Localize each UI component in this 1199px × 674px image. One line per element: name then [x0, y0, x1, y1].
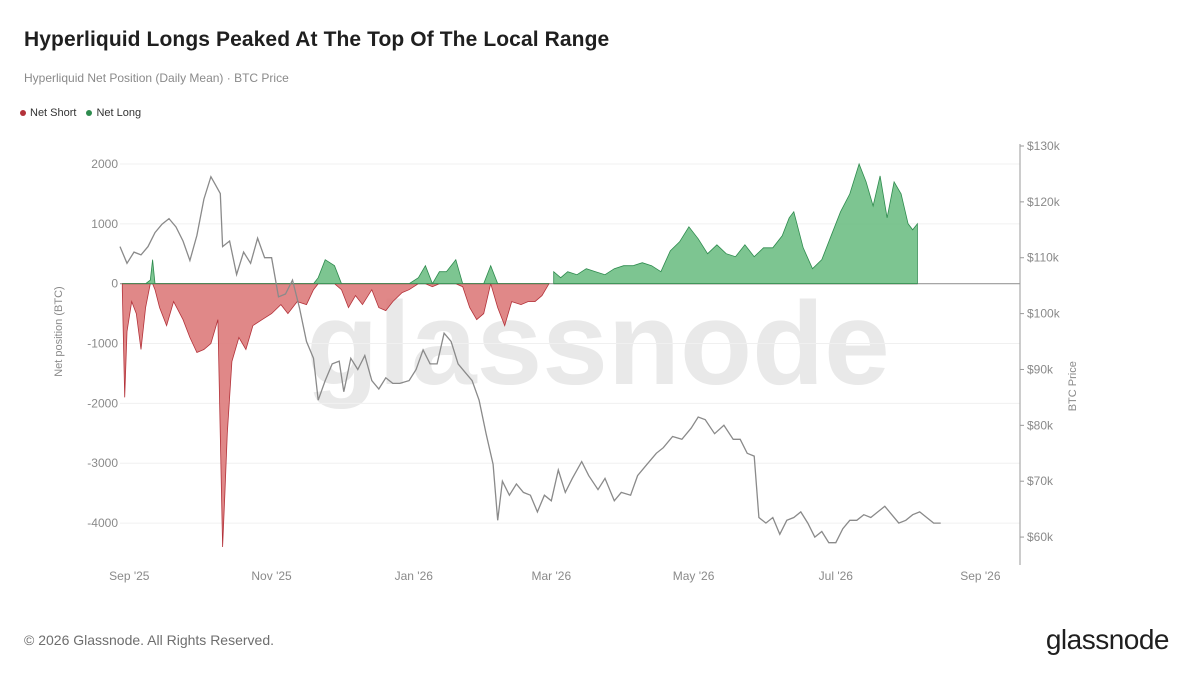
- y-right-tick-label: $90k: [1027, 362, 1054, 376]
- legend-item-net-long[interactable]: Net Long: [86, 107, 141, 119]
- legend-item-net-short[interactable]: Net Short: [20, 107, 76, 119]
- net-long-dot-icon: [86, 110, 93, 116]
- legend-label-net-long: Net Long: [96, 107, 142, 119]
- y-right-tick-label: $80k: [1027, 418, 1054, 432]
- glassnode-logo: glassnode: [1045, 624, 1170, 655]
- chart-subtitle: Hyperliquid Net Position (Daily Mean) · …: [24, 71, 289, 85]
- x-tick-label: May '26: [673, 569, 715, 583]
- btc-price-path: [119, 175, 941, 544]
- y-right-tick-label: $70k: [1027, 474, 1054, 488]
- net-position-areas: [121, 162, 918, 548]
- area-negative-0: [121, 282, 550, 548]
- y-left-tick-label: -1000: [87, 337, 118, 351]
- x-tick-label: Sep '26: [960, 569, 1001, 583]
- chart-title: Hyperliquid Longs Peaked At The Top Of T…: [24, 28, 610, 51]
- y-left-tick-label: -3000: [87, 456, 118, 470]
- x-tick-label: Jul '26: [819, 569, 854, 583]
- y-left-tick-label: -2000: [87, 396, 118, 410]
- y-right-axis-title: BTC Price: [1067, 361, 1079, 411]
- net-short-dot-icon: [20, 110, 26, 116]
- btc-price-line: [119, 175, 941, 544]
- axes: 2000 1000 0 -1000 -2000 -3000 -4000 $130k $120k $…: [53, 139, 1079, 583]
- legend-label-net-short: Net Short: [30, 107, 77, 119]
- x-tick-label: Sep '25: [109, 569, 150, 583]
- y-left-tick-label: 2000: [91, 157, 118, 171]
- y-left-tick-label: -4000: [87, 516, 118, 530]
- legend: Net Short Net Long: [20, 107, 141, 119]
- y-right-tick-label: $120k: [1027, 195, 1061, 209]
- y-right-tick-label: $60k: [1027, 530, 1054, 544]
- x-tick-label: Nov '25: [251, 569, 292, 583]
- copyright-text: © 2026 Glassnode. All Rights Reserved.: [24, 632, 275, 648]
- y-left-axis-title: Net position (BTC): [53, 286, 65, 376]
- y-left-tick-label: 0: [111, 277, 118, 291]
- area-positive-0: [122, 258, 549, 285]
- y-right-tick-label: $100k: [1027, 307, 1061, 321]
- x-tick-label: Mar '26: [532, 569, 572, 583]
- y-left-tick-label: 1000: [91, 217, 118, 231]
- area-positive-1: [553, 162, 918, 285]
- y-right-tick-label: $130k: [1027, 139, 1061, 153]
- y-right-tick-label: $110k: [1027, 251, 1060, 265]
- x-tick-label: Jan '26: [395, 569, 434, 583]
